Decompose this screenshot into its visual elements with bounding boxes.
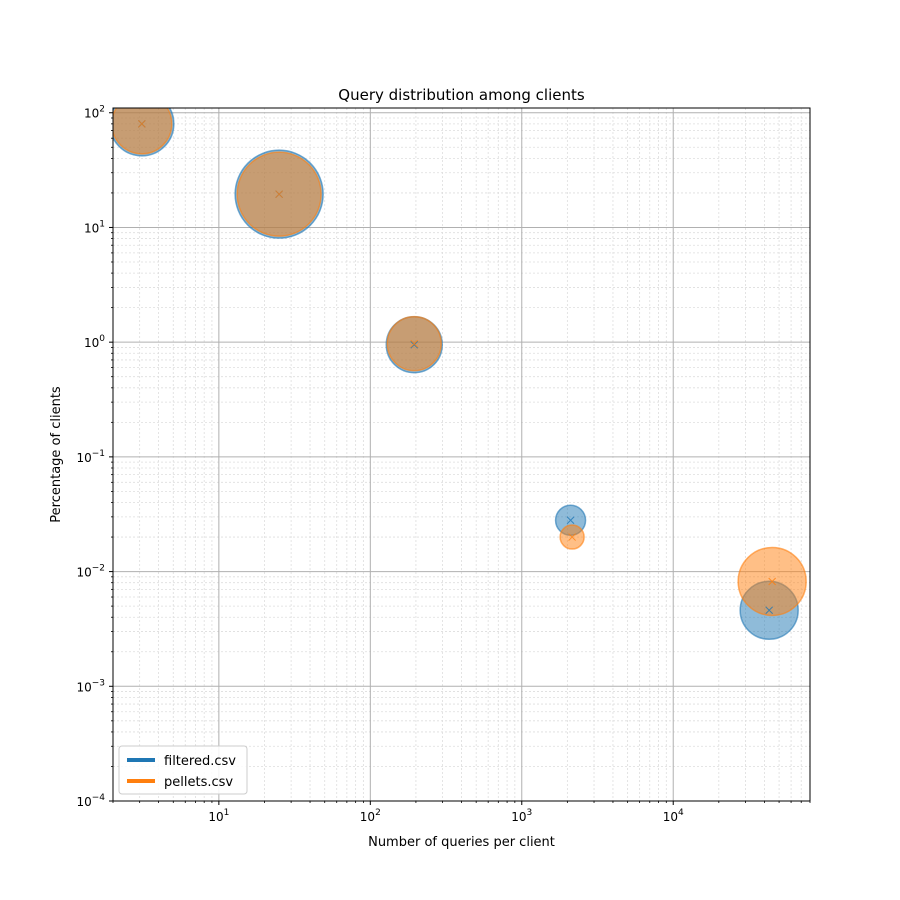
legend-label-filtered: filtered.csv bbox=[164, 754, 236, 769]
y-tick-label: 10−2 bbox=[76, 564, 105, 580]
y-tick-label: 10−1 bbox=[76, 449, 105, 465]
y-tick-label: 100 bbox=[84, 334, 105, 350]
point-marker-pellets bbox=[410, 339, 419, 348]
y-tick-label: 101 bbox=[84, 219, 105, 235]
point-marker-filtered bbox=[410, 340, 419, 349]
minor-grid bbox=[112, 108, 811, 801]
x-tick-label: 102 bbox=[360, 808, 381, 824]
x-tick-label: 101 bbox=[208, 808, 229, 824]
legend: filtered.csv pellets.csv bbox=[118, 745, 248, 795]
point-marker-pellets bbox=[137, 120, 146, 128]
y-tick-label: 102 bbox=[84, 105, 105, 121]
x-axis-label: Number of queries per client bbox=[368, 835, 555, 850]
legend-label-pellets: pellets.csv bbox=[164, 775, 233, 790]
point-marker-pellets bbox=[275, 190, 283, 199]
y-tick-label: 10−4 bbox=[76, 793, 105, 809]
axis-ticks: 101 102 103 104 10−4 10−3 10−2 10−1 100 101 102 bbox=[76, 105, 811, 824]
x-tick-label: 103 bbox=[511, 808, 532, 824]
point-marker-filtered bbox=[765, 606, 774, 615]
major-grid bbox=[113, 108, 810, 802]
point-marker-pellets bbox=[768, 577, 777, 586]
chart-title: Query distribution among clients bbox=[338, 86, 585, 104]
x-tick-label: 104 bbox=[663, 808, 684, 824]
points-layer bbox=[113, 108, 807, 641]
point-marker-filtered bbox=[566, 516, 575, 525]
y-axis-label: Percentage of clients bbox=[49, 386, 64, 523]
point-marker-pellets bbox=[568, 533, 576, 541]
plot-points bbox=[113, 108, 807, 641]
y-tick-label: 10−3 bbox=[76, 678, 105, 694]
bubble-pellets bbox=[113, 108, 173, 155]
